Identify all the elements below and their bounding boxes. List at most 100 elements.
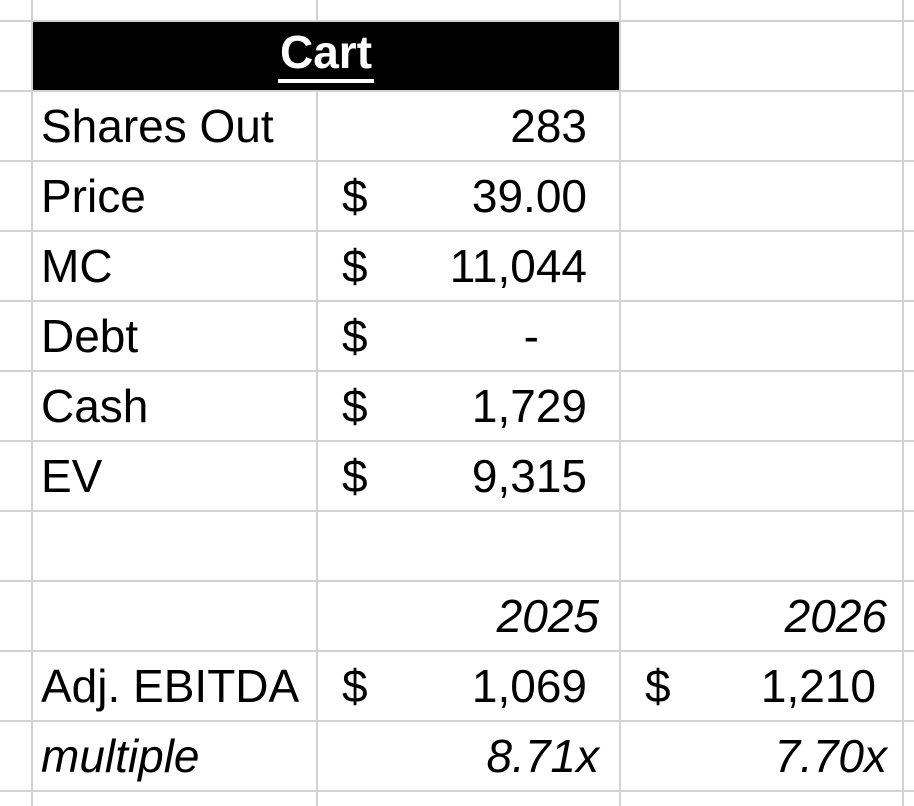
price-value-cell[interactable]: $ 39.00 (318, 162, 621, 232)
cell-blank[interactable] (904, 722, 914, 792)
cell-blank[interactable] (904, 92, 914, 162)
cash-label: Cash (41, 380, 149, 432)
currency-symbol: $ (342, 240, 368, 292)
row-enterprise-value: EV $ 9,315 (0, 442, 914, 512)
adj-ebitda-2025-value: 1,069 (471, 660, 587, 712)
adj-ebitda-label-cell[interactable]: Adj. EBITDA (33, 652, 318, 722)
cell-blank[interactable] (621, 92, 904, 162)
adj-ebitda-label: Adj. EBITDA (41, 660, 300, 712)
ev-value-cell[interactable]: $ 9,315 (318, 442, 621, 512)
mc-label-cell[interactable]: MC (33, 232, 318, 302)
cell-blank[interactable] (621, 302, 904, 372)
cell-blank[interactable] (621, 442, 904, 512)
debt-label: Debt (41, 310, 139, 362)
debt-label-cell[interactable]: Debt (33, 302, 318, 372)
adj-ebitda-2025-cell[interactable]: $ 1,069 (318, 652, 621, 722)
cell-blank[interactable] (0, 442, 33, 512)
cell-blank[interactable] (904, 512, 914, 582)
cell-blank[interactable] (904, 442, 914, 512)
company-title-cell[interactable]: Cart (33, 22, 621, 92)
multiple-2026-cell[interactable]: 7.70x (621, 722, 904, 792)
cell-blank[interactable] (33, 792, 318, 806)
cell-blank[interactable] (904, 582, 914, 652)
row-adj-ebitda: Adj. EBITDA $ 1,069 $ 1,210 (0, 652, 914, 722)
cell-blank[interactable] (904, 302, 914, 372)
cell-blank[interactable] (621, 0, 904, 22)
cell-blank[interactable] (0, 792, 33, 806)
ev-label: EV (41, 450, 103, 502)
cell-blank[interactable] (904, 652, 914, 722)
cell-blank[interactable] (0, 652, 33, 722)
row-shares-out: Shares Out 283 (0, 92, 914, 162)
cell-blank[interactable] (0, 372, 33, 442)
multiple-label: multiple (41, 730, 200, 782)
mc-value-cell[interactable]: $ 11,044 (318, 232, 621, 302)
shares-out-value-cell[interactable]: 283 (318, 92, 621, 162)
cell-blank[interactable] (318, 512, 621, 582)
cell-blank[interactable] (621, 792, 904, 806)
price-label-cell[interactable]: Price (33, 162, 318, 232)
row-title: Cart (0, 22, 914, 92)
ev-label-cell[interactable]: EV (33, 442, 318, 512)
debt-value-cell[interactable]: $ - (318, 302, 621, 372)
currency-symbol: $ (342, 170, 368, 222)
cell-blank[interactable] (621, 512, 904, 582)
cell-blank[interactable] (0, 92, 33, 162)
cell-blank[interactable] (0, 0, 33, 22)
cell-blank[interactable] (33, 512, 318, 582)
cash-value: 1,729 (471, 380, 587, 432)
multiple-2025-value: 8.71x (486, 730, 599, 782)
multiple-2026-value: 7.70x (774, 730, 887, 782)
row-price: Price $ 39.00 (0, 162, 914, 232)
cash-value-cell[interactable]: $ 1,729 (318, 372, 621, 442)
cell-blank[interactable] (904, 0, 914, 22)
currency-symbol: $ (342, 660, 368, 712)
cell-blank[interactable] (0, 512, 33, 582)
cash-label-cell[interactable]: Cash (33, 372, 318, 442)
mc-label: MC (41, 240, 113, 292)
multiple-2025-cell[interactable]: 8.71x (318, 722, 621, 792)
cell-blank[interactable] (621, 22, 904, 92)
cell-blank[interactable] (318, 0, 621, 22)
cell-blank[interactable] (621, 162, 904, 232)
price-value: 39.00 (471, 170, 587, 222)
year-2025-header-cell[interactable]: 2025 (318, 582, 621, 652)
row-multiple: multiple 8.71x 7.70x (0, 722, 914, 792)
cell-blank[interactable] (621, 232, 904, 302)
row-year-headers: 2025 2026 (0, 582, 914, 652)
year-2026-header-cell[interactable]: 2026 (621, 582, 904, 652)
cell-blank[interactable] (0, 22, 33, 92)
row-cash: Cash $ 1,729 (0, 372, 914, 442)
cell-blank[interactable] (904, 232, 914, 302)
row-empty (0, 512, 914, 582)
cell-blank[interactable] (0, 232, 33, 302)
year-2026-header: 2026 (784, 590, 887, 642)
cell-blank[interactable] (33, 582, 318, 652)
ev-value: 9,315 (471, 450, 587, 502)
cell-blank[interactable] (0, 722, 33, 792)
row-debt: Debt $ - (0, 302, 914, 372)
row-market-cap: MC $ 11,044 (0, 232, 914, 302)
mc-value: 11,044 (449, 240, 587, 292)
shares-out-label-cell[interactable]: Shares Out (33, 92, 318, 162)
shares-out-label: Shares Out (41, 100, 274, 152)
cell-blank[interactable] (904, 162, 914, 232)
cell-blank[interactable] (318, 792, 621, 806)
currency-symbol: $ (342, 380, 368, 432)
row-bottom-partial (0, 792, 914, 806)
cell-blank[interactable] (0, 582, 33, 652)
cell-blank[interactable] (0, 162, 33, 232)
multiple-label-cell[interactable]: multiple (33, 722, 318, 792)
cell-blank[interactable] (904, 22, 914, 92)
adj-ebitda-2026-cell[interactable]: $ 1,210 (621, 652, 904, 722)
company-title: Cart (277, 29, 375, 83)
currency-symbol: $ (645, 660, 671, 712)
cell-blank[interactable] (621, 372, 904, 442)
adj-ebitda-2026-value: 1,210 (760, 660, 876, 712)
cell-blank[interactable] (33, 0, 318, 22)
cell-blank[interactable] (0, 302, 33, 372)
cell-blank[interactable] (904, 792, 914, 806)
cell-blank[interactable] (904, 372, 914, 442)
currency-symbol: $ (342, 310, 368, 362)
